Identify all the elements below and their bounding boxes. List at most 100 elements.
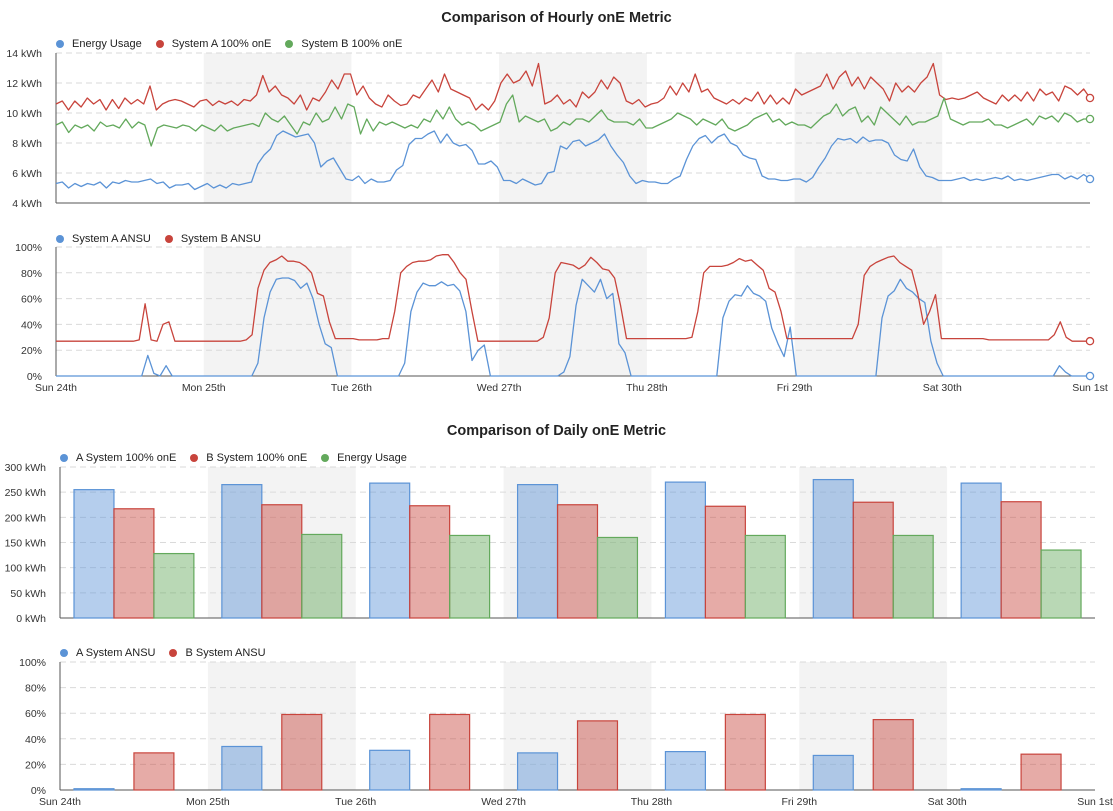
y-tick-label: 0% [31,785,46,797]
x-tick-label: Sun 24th [39,796,81,808]
series-line [55,62,1091,111]
day-band [203,53,352,203]
legend-swatch [169,649,178,657]
legend-swatch [60,454,68,462]
bar [301,533,343,619]
x-tick-label: Fri 29th [781,796,817,808]
series-end-point [1085,371,1095,381]
day-band [794,53,943,203]
y-tick-label: 40% [25,734,46,746]
y-tick-label: 60% [21,294,42,306]
hourly-chart-title: Comparison of Hourly onE Metric [441,10,672,26]
series-line [56,277,1090,377]
bar [369,749,411,791]
legend-swatch [56,40,64,48]
bar [812,754,854,791]
bar [812,478,854,619]
bar [133,752,175,791]
day-band [503,467,652,618]
y-tick-label: 80% [21,268,42,280]
bar [153,552,195,619]
x-tick-label: Tue 26th [335,796,376,808]
y-tick-label: 80% [25,683,46,695]
legend-swatch [321,454,330,462]
series-end-point [1085,174,1095,184]
x-tick-label: Wed 27th [481,796,526,808]
x-tick-label: Sat 30th [923,382,962,394]
legend-daily-energy: A System 100% onE B System 100% onE Energy… [60,452,421,464]
y-tick-label: 0% [27,371,42,383]
y-tick-label: 40% [21,319,42,331]
legend-swatch [285,40,294,48]
legend-item[interactable]: B System ANSU [169,647,266,659]
series-line [55,94,1090,147]
bar [516,752,559,791]
x-tick-label: Thu 28th [626,382,668,394]
bar [556,504,599,619]
bar [516,484,559,619]
x-tick-label: Sun 1st [1077,796,1113,808]
series-end-point [1085,93,1095,103]
legend-label: System A ANSU [72,233,151,245]
series-line [56,254,1090,342]
bar [872,718,914,791]
y-tick-label: 10 kWh [6,108,42,120]
legend-swatch [56,235,64,243]
y-tick-label: 12 kWh [6,78,42,90]
legend-label: System A 100% onE [171,38,272,50]
y-tick-label: 250 kWh [5,487,47,499]
x-tick-label: Thu 28th [631,796,673,808]
x-tick-label: Mon 25th [186,796,230,808]
bar [596,536,639,619]
bar [221,745,263,791]
y-tick-label: 4 kWh [12,198,42,210]
y-tick-label: 300 kWh [5,462,47,474]
bar [892,534,934,619]
x-tick-label: Sun 24th [35,382,77,394]
bar [369,482,411,619]
legend-item[interactable]: System B ANSU [164,233,261,245]
bar [261,504,303,619]
legend-label: System B 100% onE [301,38,403,50]
bar [113,508,155,619]
y-tick-label: 100% [19,657,46,669]
legend-item[interactable]: Energy Usage [321,452,407,464]
x-tick-label: Mon 25th [182,382,226,394]
legend-label: System B ANSU [180,233,261,245]
legend-label: A System ANSU [76,647,156,659]
bar [852,501,894,619]
x-tick-label: Tue 26th [331,382,372,394]
bar [960,482,1002,619]
legend-item[interactable]: System A ANSU [56,233,151,245]
y-tick-label: 50 kWh [10,588,46,600]
bar [281,713,323,791]
y-tick-label: 14 kWh [6,48,42,60]
legend-swatch [155,40,164,48]
legend-item[interactable]: A System ANSU [60,647,155,659]
legend-daily-ansu: A System ANSU B System ANSU [60,647,280,659]
legend-label: B System 100% onE [206,452,308,464]
y-tick-label: 100 kWh [5,563,47,575]
bar [576,720,619,791]
legend-hourly-ansu: System A ANSU System B ANSU [56,233,275,245]
legend-label: Energy Usage [72,38,142,50]
bar [1000,501,1042,619]
legend-item[interactable]: Energy Usage [56,38,142,50]
y-tick-label: 20% [21,345,42,357]
legend-item[interactable]: A System 100% onE [60,452,176,464]
x-tick-label: Sat 30th [928,796,967,808]
legend-item[interactable]: B System 100% onE [190,452,307,464]
bar [221,484,263,619]
series-end-point [1085,114,1095,124]
bar [704,505,746,619]
y-tick-label: 8 kWh [12,138,42,150]
legend-swatch [164,235,173,243]
legend-item[interactable]: System A 100% onE [155,38,272,50]
y-tick-label: 200 kWh [5,512,47,524]
legend-item[interactable]: System B 100% onE [285,38,402,50]
y-tick-label: 100% [15,242,42,254]
bar [409,505,451,619]
